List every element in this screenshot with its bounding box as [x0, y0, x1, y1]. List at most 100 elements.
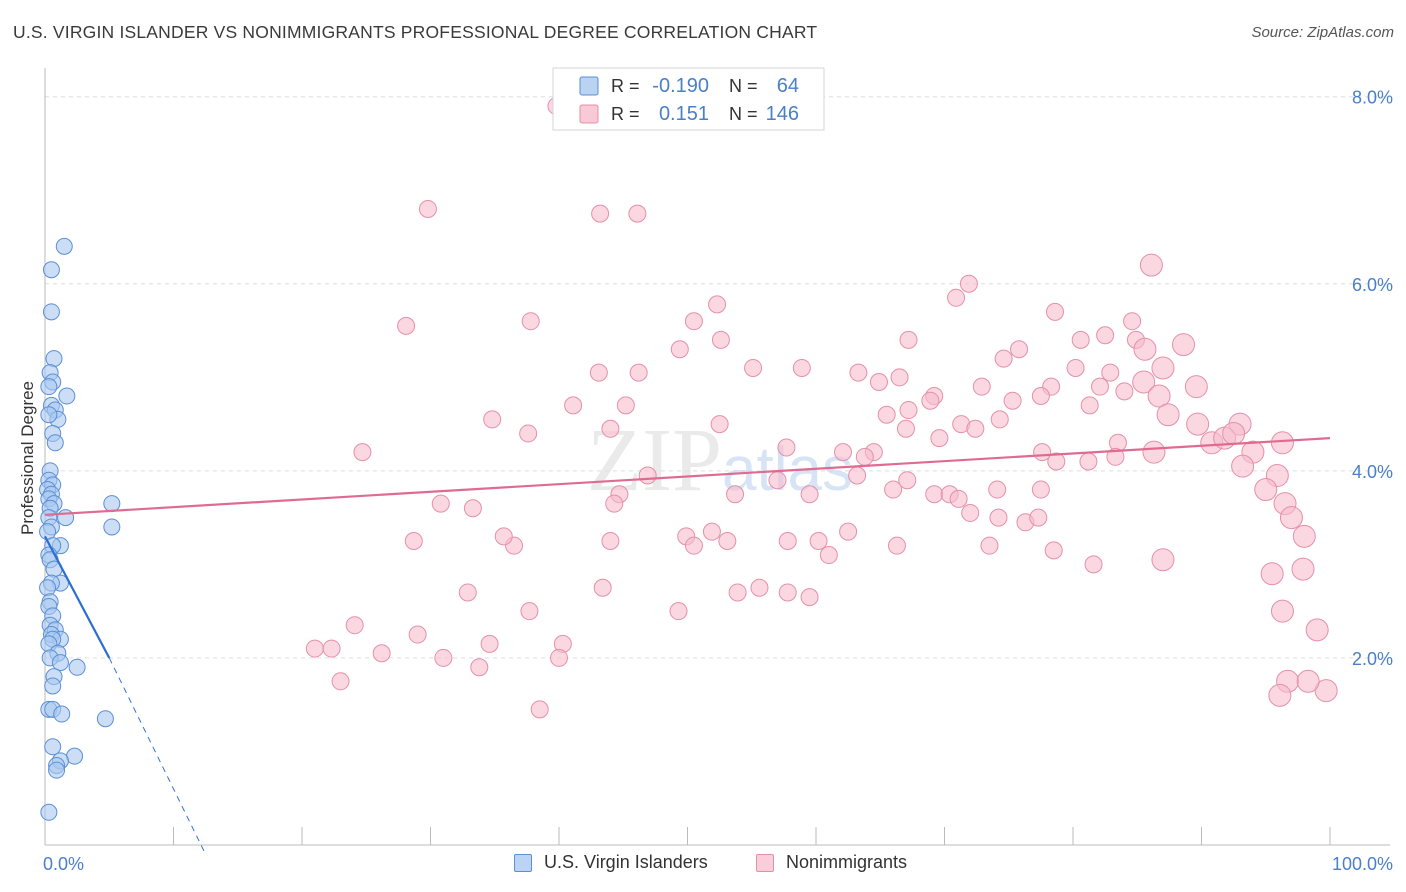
- point-nonimmigrants: [1147, 384, 1171, 408]
- point-nonimmigrants: [593, 578, 612, 597]
- point-nonimmigrants: [404, 532, 423, 551]
- point-nonimmigrants: [628, 204, 647, 223]
- point-us-virgin-islanders: [42, 261, 60, 279]
- point-nonimmigrants: [778, 532, 797, 551]
- point-nonimmigrants: [972, 377, 991, 396]
- point-nonimmigrants: [1047, 452, 1066, 471]
- point-nonimmigrants: [855, 447, 874, 466]
- point-nonimmigrants: [1096, 326, 1115, 345]
- point-nonimmigrants: [988, 480, 1007, 499]
- point-nonimmigrants: [899, 330, 918, 349]
- point-nonimmigrants: [530, 700, 549, 719]
- point-nonimmigrants: [819, 546, 838, 565]
- point-nonimmigrants: [702, 522, 721, 541]
- point-us-virgin-islanders: [44, 738, 62, 756]
- point-nonimmigrants: [1296, 669, 1320, 693]
- x-tick-label-min: 0.0%: [43, 854, 84, 874]
- point-nonimmigrants: [777, 438, 796, 457]
- point-us-virgin-islanders: [40, 378, 58, 396]
- point-nonimmigrants: [800, 485, 819, 504]
- point-nonimmigrants: [397, 316, 416, 335]
- point-nonimmigrants: [949, 489, 968, 508]
- point-nonimmigrants: [994, 349, 1013, 368]
- point-nonimmigrants: [616, 396, 635, 415]
- legend-top-r-label: R =: [611, 104, 640, 124]
- point-nonimmigrants: [839, 522, 858, 541]
- point-nonimmigrants: [966, 419, 985, 438]
- legend-top-swatch: [579, 104, 599, 124]
- trend-line-us-virgin-islanders: [44, 535, 111, 659]
- point-nonimmigrants: [1305, 618, 1329, 642]
- tick-labels: 2.0% 4.0% 6.0% 8.0% 0.0% 100.0%: [43, 88, 1393, 874]
- point-nonimmigrants: [669, 602, 688, 621]
- point-nonimmigrants: [1292, 524, 1316, 548]
- point-nonimmigrants: [1033, 443, 1052, 462]
- point-nonimmigrants: [1279, 506, 1303, 530]
- point-nonimmigrants: [470, 658, 489, 677]
- point-nonimmigrants: [483, 410, 502, 429]
- chart-title: U.S. VIRGIN ISLANDER VS NONIMMIGRANTS PR…: [13, 22, 818, 42]
- point-nonimmigrants: [418, 199, 437, 218]
- point-nonimmigrants: [1142, 440, 1166, 464]
- point-nonimmigrants: [1260, 562, 1284, 586]
- point-nonimmigrants: [1132, 370, 1156, 394]
- point-nonimmigrants: [768, 471, 787, 490]
- point-us-virgin-islanders: [40, 803, 58, 821]
- point-nonimmigrants: [1106, 447, 1125, 466]
- point-nonimmigrants: [1133, 337, 1157, 361]
- point-nonimmigrants: [1080, 396, 1099, 415]
- trend-line-us-virgin-islanders-extension: [108, 657, 207, 855]
- point-nonimmigrants: [1270, 431, 1294, 455]
- point-nonimmigrants: [1270, 599, 1294, 623]
- point-nonimmigrants: [833, 443, 852, 462]
- point-us-virgin-islanders: [44, 677, 62, 695]
- point-nonimmigrants: [605, 494, 624, 513]
- legend-item-us-virgin-islanders: U.S. Virgin Islanders: [514, 852, 708, 873]
- point-nonimmigrants: [726, 485, 745, 504]
- point-nonimmigrants: [684, 312, 703, 331]
- point-nonimmigrants: [601, 532, 620, 551]
- legend-top-n-value: 64: [777, 75, 799, 97]
- point-nonimmigrants: [961, 503, 980, 522]
- trend-line-nonimmigrants: [44, 437, 1331, 516]
- point-nonimmigrants: [1071, 330, 1090, 349]
- series-us-virgin-islanders: [39, 237, 121, 821]
- grid-lines: [45, 96, 1390, 659]
- point-nonimmigrants: [434, 648, 453, 667]
- point-nonimmigrants: [990, 410, 1009, 429]
- point-nonimmigrants: [322, 639, 341, 658]
- point-nonimmigrants: [1003, 391, 1022, 410]
- point-nonimmigrants: [898, 471, 917, 490]
- point-us-virgin-islanders: [39, 579, 57, 597]
- y-tick-label: 4.0%: [1352, 462, 1393, 482]
- point-nonimmigrants: [1084, 555, 1103, 574]
- point-nonimmigrants: [431, 494, 450, 513]
- point-nonimmigrants: [638, 466, 657, 485]
- point-us-virgin-islanders: [96, 710, 114, 728]
- point-nonimmigrants: [1222, 421, 1246, 445]
- legend-top-r-value: 0.151: [659, 103, 709, 125]
- point-nonimmigrants: [884, 480, 903, 499]
- y-tick-label: 6.0%: [1352, 275, 1393, 295]
- point-nonimmigrants: [1079, 452, 1098, 471]
- point-nonimmigrants: [1090, 377, 1109, 396]
- point-nonimmigrants: [869, 372, 888, 391]
- point-nonimmigrants: [521, 312, 540, 331]
- point-nonimmigrants: [744, 358, 763, 377]
- legend-label-nonimmigrants: Nonimmigrants: [786, 852, 908, 872]
- legend-swatch-blue: [514, 853, 532, 872]
- point-us-virgin-islanders: [51, 654, 69, 672]
- y-tick-label: 2.0%: [1352, 649, 1393, 669]
- point-nonimmigrants: [1184, 375, 1208, 399]
- chart-source: Source: ZipAtlas.com: [1251, 24, 1394, 41]
- point-us-virgin-islanders: [57, 509, 75, 527]
- point-nonimmigrants: [947, 288, 966, 307]
- point-us-virgin-islanders: [46, 434, 64, 452]
- point-nonimmigrants: [1254, 478, 1278, 502]
- point-nonimmigrants: [480, 634, 499, 653]
- point-us-virgin-islanders: [103, 518, 121, 536]
- point-nonimmigrants: [792, 358, 811, 377]
- point-nonimmigrants: [589, 363, 608, 382]
- point-nonimmigrants: [1046, 302, 1065, 321]
- point-nonimmigrants: [778, 583, 797, 602]
